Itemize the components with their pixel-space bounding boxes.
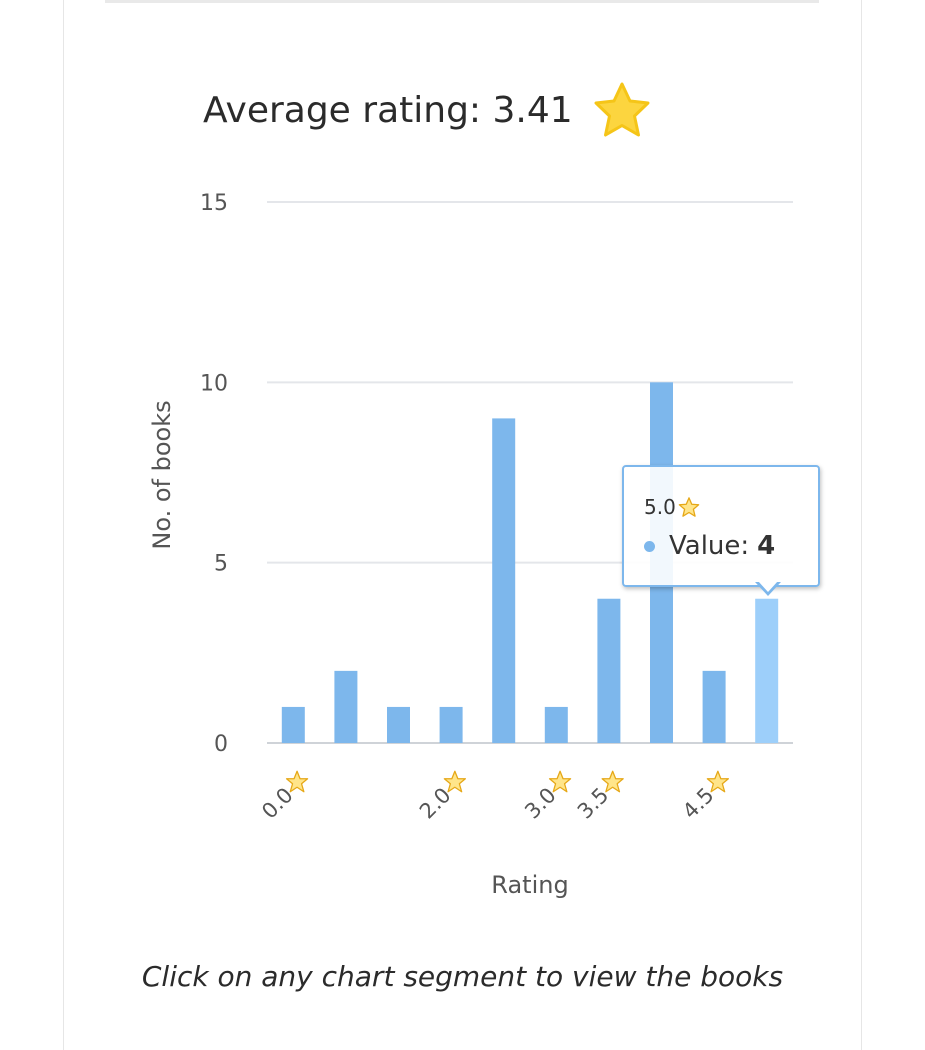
x-tick-3.0: 3.0 (520, 770, 572, 824)
bar-3.0[interactable] (544, 706, 568, 743)
x-axis-title: Rating (491, 871, 568, 899)
bar-2.5[interactable] (492, 418, 516, 743)
star-icon (594, 82, 650, 137)
tooltip-value-row: Value: 4 (644, 531, 775, 561)
series-dot-icon (644, 540, 655, 552)
x-tick-2.0: 2.0 (415, 770, 467, 824)
bar-1.5[interactable] (387, 706, 410, 743)
y-tick-label: 10 (200, 371, 228, 396)
tooltip-arrow-fill (758, 581, 778, 592)
star-icon (443, 770, 467, 793)
x-tick-3.5: 3.5 (573, 770, 624, 824)
tooltip-header: 5.0 (644, 495, 700, 519)
y-axis-title: No. of books (148, 400, 176, 549)
average-rating-row: Average rating: 3.41 (203, 80, 653, 140)
top-divider (105, 0, 819, 3)
x-tick-0.0: 0.0 (257, 770, 309, 824)
bar-5.0[interactable] (755, 598, 779, 743)
star-icon (678, 497, 700, 517)
tooltip-series-label: Value: (669, 531, 750, 561)
y-tick-label: 0 (214, 732, 228, 757)
tooltip-value: 4 (757, 531, 776, 561)
footer-instruction: Click on any chart segment to view the b… (141, 960, 784, 993)
y-tick-label: 5 (214, 552, 228, 577)
y-axis-ticks: 0 5 10 15 (200, 191, 228, 757)
x-tick-4.5: 4.5 (678, 770, 730, 824)
bar-0.0[interactable] (281, 706, 305, 743)
x-axis-ticks: 0.0 2.0 3.0 3.5 4.5 (257, 770, 730, 824)
star-icon (601, 770, 624, 793)
star-icon (548, 770, 572, 793)
tooltip-category: 5.0 (644, 495, 676, 519)
bar-2.0[interactable] (439, 706, 463, 743)
bar-4.5[interactable] (702, 670, 726, 743)
star-icon (706, 770, 730, 793)
average-rating-label: Average rating: 3.41 (203, 89, 573, 131)
bar-3.5[interactable] (597, 598, 621, 743)
rating-bar-chart: 0 5 10 15 0.0 2.0 3.0 3.5 4.5 No. of books Rati… (148, 191, 793, 899)
bar-tooltip: 5.0 Value: 4 (622, 465, 820, 587)
star-icon (285, 770, 309, 793)
y-tick-label: 15 (200, 191, 228, 216)
bar-1.0[interactable] (334, 670, 358, 743)
